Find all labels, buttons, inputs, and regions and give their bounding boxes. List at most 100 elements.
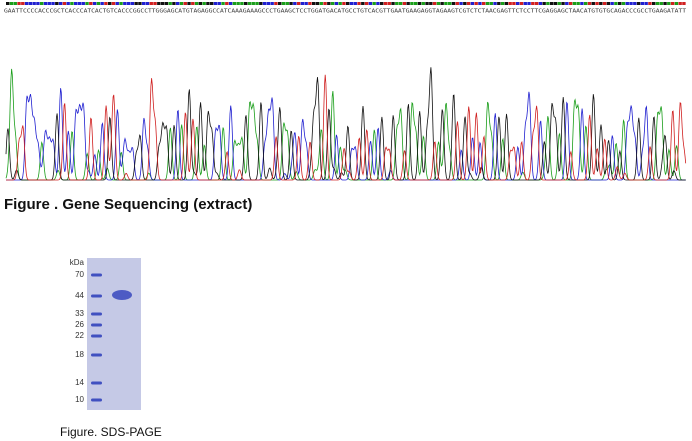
base-call-bar [9,2,14,5]
base-call-bar [674,2,679,5]
base-call-bar [176,2,180,5]
base-call-bar [440,2,444,5]
base-call-bar [398,2,403,5]
marker-label: 44 [75,291,84,300]
base-call-bar [89,2,93,5]
base-call-bar [516,2,520,5]
base-call-bar [482,2,486,5]
base-call-bar [247,2,252,5]
base-call-bar [500,2,505,5]
base-call-bar [629,2,633,5]
base-call-bar [198,2,203,5]
trace [5,68,686,181]
base-call-bar [587,2,592,5]
marker-label: 70 [75,270,84,279]
base-call-bar [312,2,316,5]
base-call-bar [123,2,127,5]
base-call-bar [70,2,74,5]
base-call-bar [534,2,539,5]
base-call-bar [678,2,682,5]
base-call-bar [160,2,165,5]
unit-label: kDa [70,258,85,267]
base-call-bar [633,2,637,5]
base-call-bar [55,2,59,5]
base-call-bar [421,2,425,5]
base-call-bar [285,2,289,5]
base-call-bar [576,2,580,5]
base-call-bar [444,2,448,5]
base-call-bar [640,2,645,5]
base-call-bar [330,2,335,5]
base-call-bar [448,2,452,5]
base-call-bar [610,2,614,5]
base-call-bar [213,2,218,5]
base-call-bar [251,2,255,5]
base-call-bar [425,2,429,5]
base-call-bar [455,2,459,5]
base-call-bar [349,2,354,5]
base-call-bar [43,2,48,5]
base-call-bar [6,2,10,5]
base-call-bar [470,2,475,5]
base-call-bar [584,2,588,5]
base-call-bar [157,2,161,5]
base-call-bar [364,2,369,5]
base-call-bar [497,2,501,5]
base-call-bar [40,2,44,5]
base-call-bar [451,2,456,5]
marker-band [91,381,102,385]
base-call-bar [436,2,441,5]
base-call-bar [614,2,618,5]
base-call-bar [527,2,531,5]
base-call-bar [66,2,70,5]
sequence-text: GAATTCCCCACCCGCTCACCCATCACTGTCACCCGGCCTT… [4,9,687,15]
base-call-bar [58,2,63,5]
trace [6,74,687,181]
base-call-bar [550,2,554,5]
base-call-bar [546,2,550,5]
base-call-bar [126,2,131,5]
base-call-bar [618,2,622,5]
base-call-bar [77,2,82,5]
base-call-bar [225,2,229,5]
base-call-bar [663,2,667,5]
base-call-bar [266,2,271,5]
base-call-bar [580,2,584,5]
base-call-bar [51,2,55,5]
base-call-bar [648,2,652,5]
base-call-bar [334,2,339,5]
base-call-bar [115,2,119,5]
base-call-bar [523,2,527,5]
base-call-bar [459,2,463,5]
base-call-bar [289,2,293,5]
marker-label: 18 [75,350,84,359]
base-call-bar [96,2,101,5]
base-call-bar [206,2,210,5]
sds-page: kDa 70 44 33 26 22 18 14 10 [70,258,141,410]
base-call-bar [591,2,595,5]
base-call-bar [557,2,561,5]
base-call-bar [387,2,391,5]
marker-band [91,294,102,298]
base-call-bar [655,2,660,5]
base-call-bar [644,2,648,5]
base-call-bar [202,2,206,5]
base-call-bar [194,2,199,5]
base-call-bar [149,2,153,5]
base-call-bar [259,2,263,5]
base-call-bar [183,2,187,5]
base-call-bar [466,2,471,5]
base-call-bar [432,2,437,5]
base-call-bar [338,2,342,5]
base-call-bar [145,2,150,5]
base-call-bar [538,2,543,5]
base-call-bar [36,2,40,5]
base-call-bar [463,2,467,5]
base-call-bar [561,2,565,5]
base-call-bar [682,2,686,5]
base-call-bar [346,2,350,5]
base-call-bar [493,2,497,5]
base-call-bar [217,2,221,5]
marker-band [91,398,102,402]
